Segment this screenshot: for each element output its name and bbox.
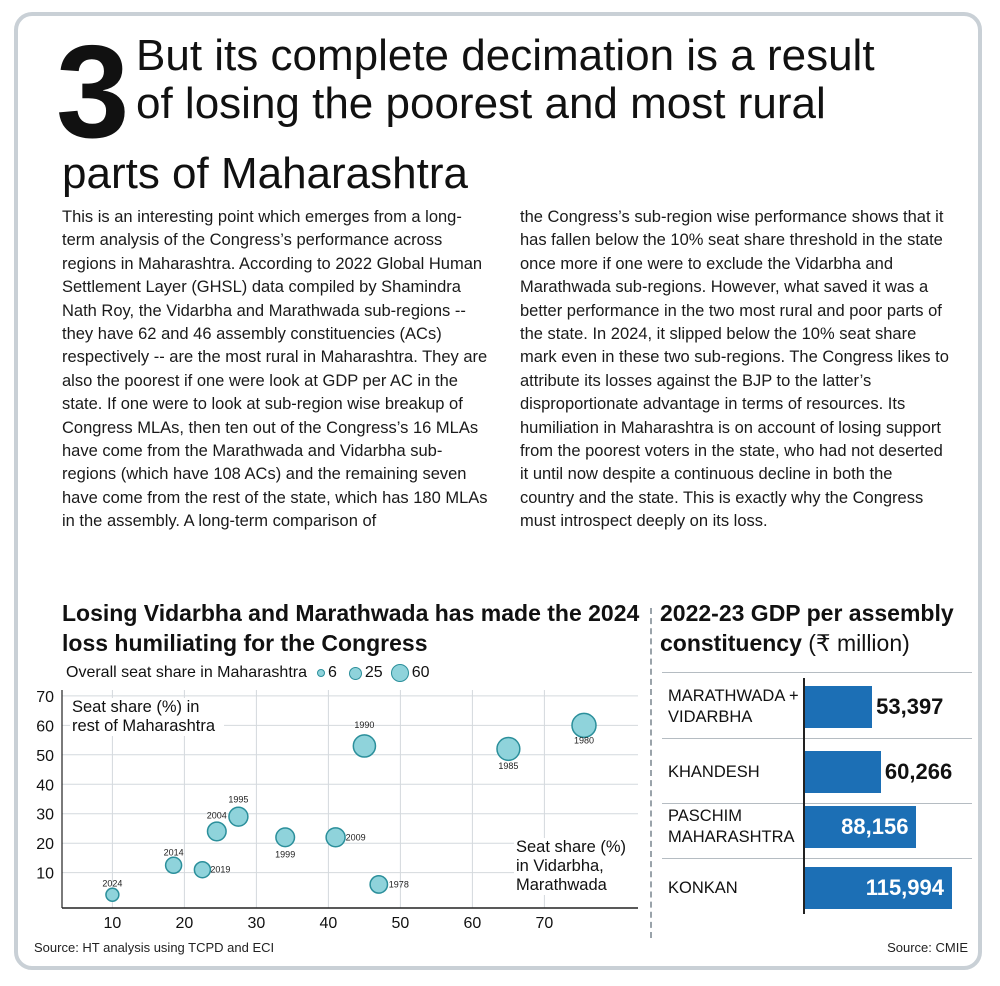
point-1978 <box>369 874 389 894</box>
point-1980 <box>571 712 597 739</box>
point-label-2024: 2024 <box>102 879 122 889</box>
scatter-tick-labels: 10 20 30 40 50 60 70 10 20 30 40 50 60 70 <box>36 689 553 932</box>
point-1990 <box>352 734 377 758</box>
point-label-1980: 1980 <box>574 735 594 745</box>
y-tick-label: 10 <box>36 866 54 883</box>
x-tick-label: 70 <box>536 915 554 932</box>
point-1985 <box>496 736 521 762</box>
y-tick-label: 40 <box>36 777 54 794</box>
gdp-category-label: KHANDESH <box>668 763 760 781</box>
gdp-value-label: 115,994 <box>865 875 944 900</box>
x-tick-label: 20 <box>176 915 194 932</box>
size-legend-value-small: 6 <box>328 664 337 681</box>
size-legend-value-medium: 25 <box>364 664 383 681</box>
y-axis-title: Seat share (%) in rest of Maharashtra <box>70 698 224 736</box>
x-tick-label: 50 <box>392 915 410 932</box>
point-2014 <box>164 856 183 875</box>
gdp-bar <box>804 751 881 793</box>
point-label-2019: 2019 <box>210 865 230 875</box>
section-divider <box>650 608 652 938</box>
point-label-1999: 1999 <box>275 849 295 859</box>
point-label-2014: 2014 <box>164 847 184 857</box>
headline-line-3: parts of Maharashtra <box>62 149 468 198</box>
size-legend: Overall seat share in Maharashtra 6 25 6… <box>66 664 430 682</box>
size-legend-value-large: 60 <box>411 664 430 681</box>
gdp-category-label: KONKAN <box>668 879 738 897</box>
point-2009 <box>325 827 346 848</box>
scatter-chart-title: Losing Vidarbha and Marathwada has made … <box>62 600 640 656</box>
y-tick-label: 60 <box>36 718 54 735</box>
gdp-row-separator <box>662 738 972 739</box>
scatter-grid <box>61 690 638 909</box>
gdp-category-label: PASCHIM MAHARASHTRA <box>668 807 795 846</box>
x-tick-label: 60 <box>464 915 482 932</box>
point-label-2004: 2004 <box>207 810 227 820</box>
y-tick-label: 70 <box>36 689 54 706</box>
scatter-points <box>105 712 597 902</box>
gdp-row-separator <box>662 672 972 673</box>
y-tick-label: 20 <box>36 836 54 853</box>
gdp-row-separator <box>662 858 972 859</box>
point-label-1990: 1990 <box>354 720 374 730</box>
point-2004 <box>206 821 227 842</box>
gdp-value-label: 60,266 <box>884 759 953 784</box>
section-number: 3 <box>56 18 129 165</box>
size-legend-dot-large <box>390 664 409 682</box>
gdp-row-separator <box>662 803 972 804</box>
headline: But its complete decimation is a result … <box>136 32 976 128</box>
gdp-value-label: 88,156 <box>841 814 909 839</box>
x-axis-title: Seat share (%) in Vidarbha, Marathwada <box>514 838 638 895</box>
point-label-1985: 1985 <box>498 761 518 771</box>
point-label-1978: 1978 <box>389 879 409 889</box>
headline-line-2: of losing the poorest and most rural <box>136 79 826 128</box>
y-tick-label: 50 <box>36 748 54 765</box>
gdp-axis-line <box>803 678 805 914</box>
article-left-column: This is an interesting point which emerg… <box>62 208 488 531</box>
scatter-source: Source: HT analysis using TCPD and ECI <box>34 940 275 955</box>
gdp-value-label: 53,397 <box>876 694 944 719</box>
gdp-chart-title: 2022-23 GDP per assembly constituency (₹… <box>660 598 990 658</box>
x-tick-label: 30 <box>248 915 266 932</box>
gdp-bar <box>804 686 873 728</box>
headline-line-1: But its complete decimation is a result <box>136 31 875 80</box>
point-2024 <box>105 887 120 902</box>
size-legend-dot-small <box>317 669 325 677</box>
gdp-source: Source: CMIE <box>887 940 968 955</box>
point-1995 <box>228 806 249 827</box>
gdp-category-label: MARATHWADA + VIDARBHA <box>668 687 799 726</box>
point-2019 <box>193 860 212 879</box>
point-1999 <box>275 827 296 848</box>
gdp-chart-title-text: 2022-23 GDP per assembly constituency <box>660 600 954 656</box>
article-right-column: the Congress’s sub-region wise performan… <box>520 208 949 531</box>
gdp-bar <box>804 867 952 909</box>
x-tick-label: 10 <box>104 915 122 932</box>
size-legend-label: Overall seat share in Maharashtra <box>66 664 307 681</box>
gdp-bar <box>804 806 917 848</box>
gdp-chart-unit: (₹ million) <box>808 630 910 656</box>
point-label-2009: 2009 <box>346 832 366 842</box>
y-tick-label: 30 <box>36 807 54 824</box>
size-legend-dot-medium <box>348 666 362 680</box>
point-label-1995: 1995 <box>228 795 248 805</box>
x-tick-label: 40 <box>320 915 338 932</box>
